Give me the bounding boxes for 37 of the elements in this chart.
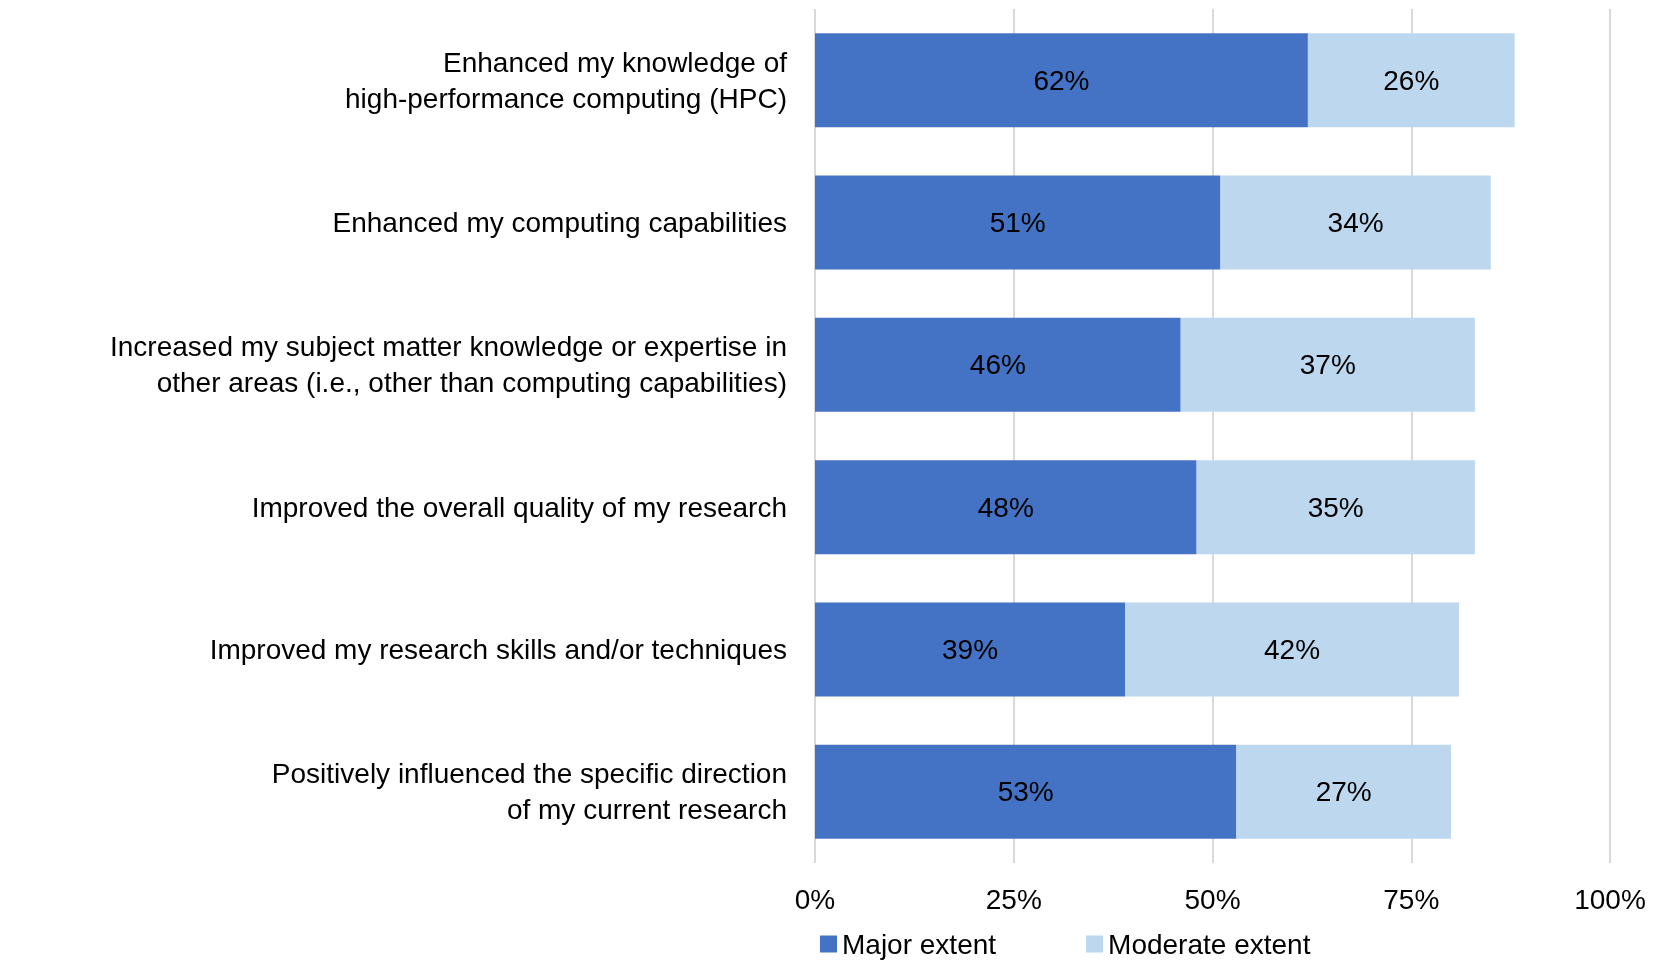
data-label: 42%: [1263, 634, 1321, 665]
x-tick-label: 25%: [985, 883, 1042, 915]
data-label: 53%: [997, 776, 1054, 808]
data-label: 27%: [1315, 776, 1372, 808]
bar: [1220, 175, 1491, 270]
data-label: 35%: [1307, 491, 1364, 523]
data-label: 51%: [989, 207, 1046, 238]
bar: [1196, 460, 1475, 555]
data-label: 34%: [1327, 207, 1384, 238]
data-label: 39%: [942, 634, 999, 665]
x-tick-label: 75%: [1383, 883, 1440, 915]
y-tick-label: Positively influenced the specific direction of my current research: [271, 758, 787, 826]
data-label: 26%: [1383, 64, 1440, 96]
data-label: 46%: [969, 349, 1026, 381]
y-tick-label: Improved the overall quality of my research: [251, 491, 787, 523]
data-label: 62%: [1033, 64, 1090, 96]
bar: [815, 460, 1197, 555]
legend-label: Moderate extent: [1108, 928, 1311, 960]
bar: [815, 317, 1181, 412]
bar: [815, 744, 1237, 839]
y-tick-label: Improved my research skills and/or techniques: [209, 634, 787, 665]
x-tick-label: 100%: [1574, 883, 1646, 915]
bar: [1125, 602, 1459, 697]
bar: [815, 175, 1221, 270]
y-tick-label: Enhanced my knowledge of high-performance computing (HPC): [345, 46, 788, 114]
data-label: 37%: [1299, 349, 1356, 381]
data-label: 48%: [977, 491, 1034, 523]
bar: [1180, 317, 1475, 412]
y-tick-label: Increased my subject matter knowledge or expertise in other areas (i.e., other than computing capabilities): [110, 331, 787, 399]
x-tick-label: 0%: [794, 883, 836, 915]
bar: [815, 33, 1308, 128]
y-tick-label: Enhanced my computing capabilities: [332, 207, 787, 238]
bar: [1236, 744, 1451, 839]
bar: [1307, 33, 1515, 128]
legend-label: Major extent: [842, 928, 997, 960]
bar: [815, 602, 1126, 697]
x-tick-label: 50%: [1184, 883, 1241, 915]
